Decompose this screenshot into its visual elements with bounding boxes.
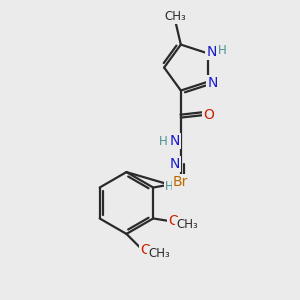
Text: N: N [207,76,218,90]
Text: N: N [169,134,179,148]
Text: N: N [169,157,179,171]
Text: H: H [218,44,227,57]
Text: O: O [140,243,151,257]
Text: CH₃: CH₃ [165,11,186,23]
Text: CH₃: CH₃ [148,247,170,260]
Text: O: O [168,214,179,228]
Text: N: N [206,45,217,59]
Text: CH₃: CH₃ [176,218,198,231]
Text: O: O [203,108,214,122]
Text: H: H [159,135,167,148]
Text: H: H [165,180,173,193]
Text: Br: Br [172,175,188,189]
